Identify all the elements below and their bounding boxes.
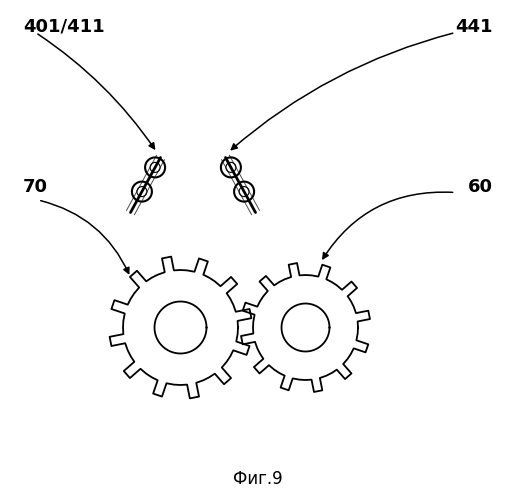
Text: 441: 441 [456, 18, 493, 36]
Text: 60: 60 [468, 178, 493, 196]
Text: 401/411: 401/411 [23, 18, 105, 36]
Text: 70: 70 [23, 178, 48, 196]
Text: Фиг.9: Фиг.9 [233, 470, 283, 488]
